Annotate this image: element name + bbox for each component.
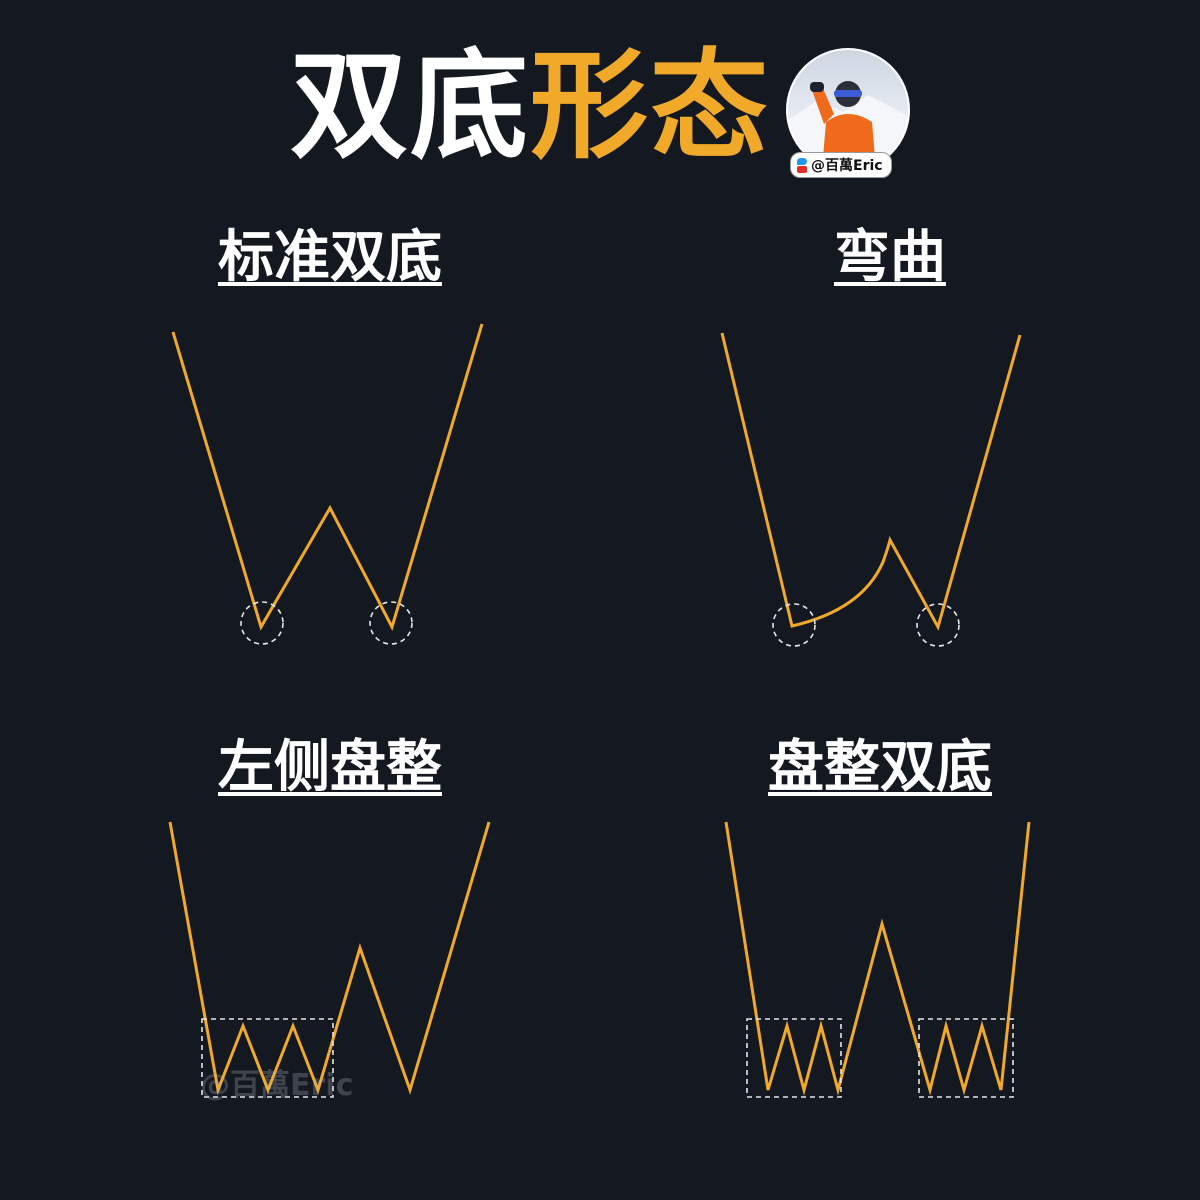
section-title-consolidation-double-bottom: 盘整双底 xyxy=(768,735,992,800)
bottom-marker-circle xyxy=(240,601,284,645)
consolidation-marker-box xyxy=(746,1018,842,1098)
page-title: 双底 形态 @百萬Eric xyxy=(0,36,1200,178)
section-title-curved: 弯曲 xyxy=(834,225,946,290)
title-part-gold: 形态 xyxy=(530,36,771,175)
consolidation-marker-box xyxy=(201,1018,334,1098)
curved-double-bottom-line xyxy=(720,332,1022,631)
section-title-standard-double-bottom: 标准双底 xyxy=(218,225,442,290)
handle-text: @百萬Eric xyxy=(811,158,883,174)
author-avatar-group: @百萬Eric xyxy=(786,48,911,178)
bottom-marker-circle xyxy=(916,603,960,647)
bottom-marker-circle xyxy=(772,603,816,647)
consolidation-marker-box xyxy=(918,1018,1014,1098)
youtube-icon xyxy=(797,165,808,173)
standard-double-bottom-line xyxy=(171,323,484,631)
bottom-marker-circle xyxy=(369,601,413,645)
consolidation-double-bottom-line xyxy=(724,821,1031,1096)
title-part-white: 双底 xyxy=(289,36,530,175)
handle-badge: @百萬Eric xyxy=(790,152,892,178)
section-title-left-consolidation: 左侧盘整 xyxy=(218,735,442,800)
left-consolidation-line xyxy=(168,821,491,1096)
watermark: @百萬Eric xyxy=(200,1068,354,1103)
twitter-icon xyxy=(797,157,808,165)
